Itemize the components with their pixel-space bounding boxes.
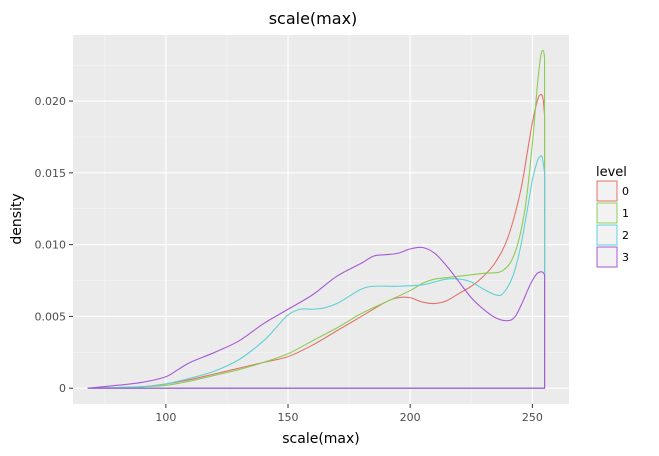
legend-label-level-0: 0 [622, 185, 629, 198]
legend-key-level-2 [596, 224, 618, 246]
y-tick-label: 0 [59, 382, 66, 395]
x-tick-label: 250 [522, 411, 543, 424]
chart-title: scale(max) [269, 9, 358, 28]
legend-items: 0 1 2 3 [596, 180, 629, 268]
legend-label-level-2: 2 [622, 229, 629, 242]
legend-key-level-0 [596, 180, 618, 202]
minor-gridlines [73, 35, 569, 404]
x-tick-label: 200 [400, 411, 421, 424]
legend: level 0 1 2 3 [596, 165, 629, 268]
series-line-level-0 [87, 94, 546, 389]
legend-label-level-3: 3 [622, 251, 629, 264]
y-axis-ticks: 0 0.005 0.010 0.015 0.020 [35, 95, 73, 395]
legend-key-level-1 [596, 202, 618, 224]
y-tick-label: 0.005 [35, 310, 67, 323]
series-lines [87, 49, 546, 389]
y-tick-label: 0.015 [35, 167, 67, 180]
legend-title: level [596, 165, 627, 180]
legend-label-level-1: 1 [622, 207, 629, 220]
y-axis-title: density [9, 193, 25, 244]
legend-key-level-3 [596, 246, 618, 268]
series-line-level-3 [87, 246, 546, 389]
x-tick-label: 100 [155, 411, 176, 424]
x-axis-ticks: 100 150 200 250 [155, 404, 543, 424]
plot-panel [73, 35, 569, 404]
y-tick-label: 0.020 [35, 95, 67, 108]
x-tick-label: 150 [278, 411, 299, 424]
x-axis-title: scale(max) [282, 431, 360, 447]
series-line-level-2 [87, 155, 546, 389]
y-tick-label: 0.010 [35, 239, 67, 252]
